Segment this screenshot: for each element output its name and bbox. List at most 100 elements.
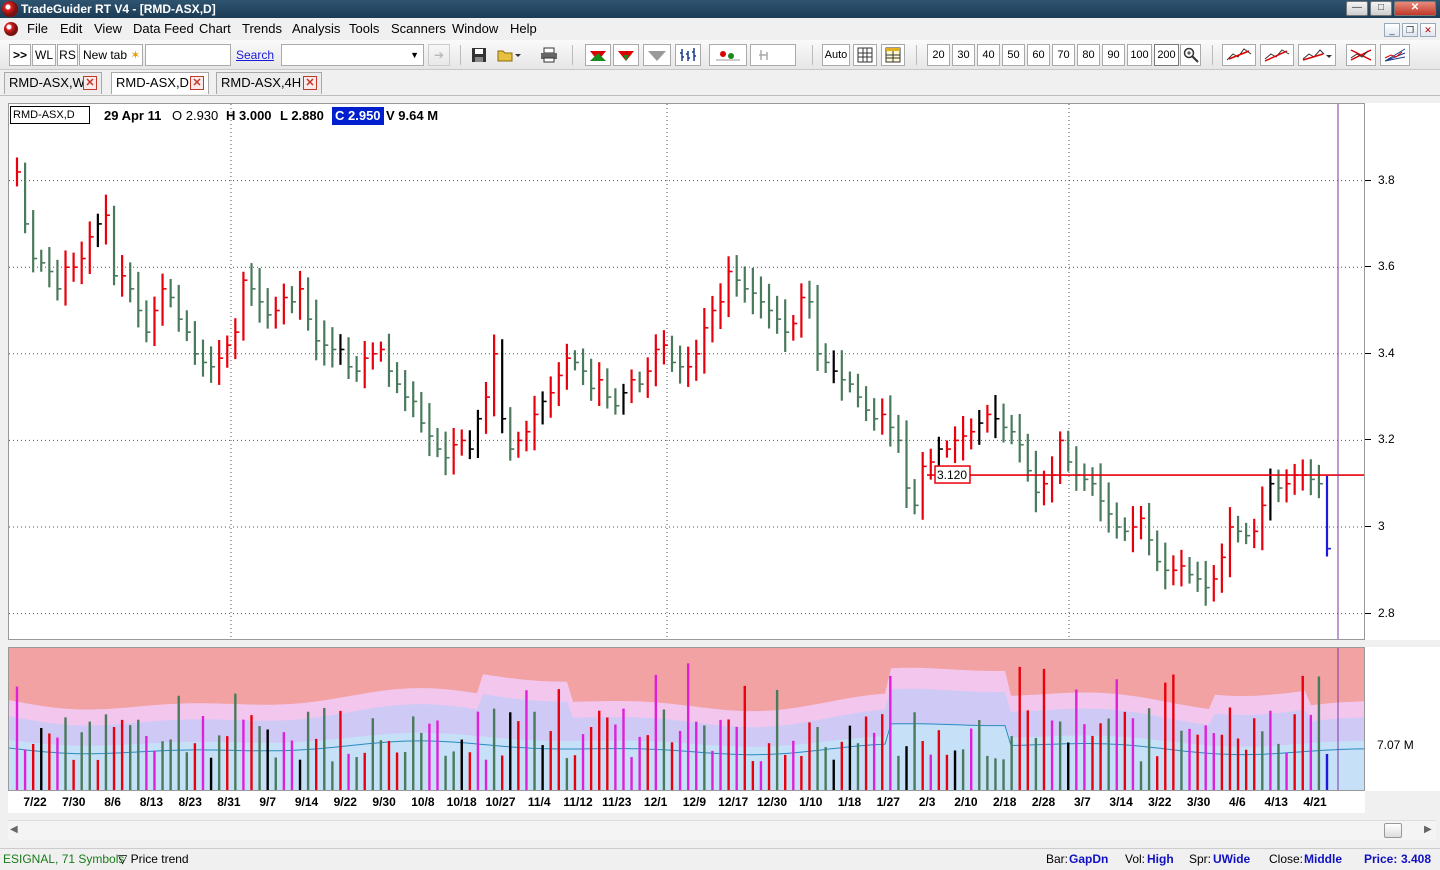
bars-200-button[interactable]: 200: [1154, 44, 1179, 66]
horizontal-scrollbar[interactable]: ◀ ▶: [8, 820, 1436, 840]
child-minimize-button[interactable]: _: [1384, 23, 1400, 37]
new-tab-button[interactable]: New tab ✶: [79, 44, 143, 66]
rs-button[interactable]: RS: [57, 44, 78, 66]
fan-lines-icon[interactable]: [1380, 44, 1410, 66]
minimize-button[interactable]: —: [1346, 1, 1368, 16]
price-bar: [864, 386, 871, 422]
price-bar: [1196, 561, 1202, 592]
price-chart-svg[interactable]: 3.120: [9, 104, 1365, 640]
price-bar: [1204, 560, 1210, 606]
menu-trends[interactable]: Trends: [242, 21, 282, 36]
tab-rmd-asx-w[interactable]: RMD-ASX,W ✕: [4, 72, 102, 94]
menu-edit[interactable]: Edit: [60, 21, 83, 36]
bar-open: O 2.930: [172, 108, 219, 123]
close-icon[interactable]: ✕: [303, 76, 317, 90]
menu-tools[interactable]: Tools: [349, 21, 380, 36]
open-folder-icon[interactable]: [495, 44, 523, 66]
table-icon[interactable]: [881, 44, 905, 66]
price-bar: [573, 350, 579, 371]
bar-type-neutral-icon[interactable]: [643, 44, 671, 66]
zoom-icon[interactable]: [1180, 44, 1201, 66]
price-tick-label: 3.2: [1378, 432, 1395, 446]
price-bar: [824, 343, 830, 373]
forward-button[interactable]: >>: [9, 44, 31, 66]
date-tick-label: 8/6: [104, 795, 121, 809]
signals-icon[interactable]: [709, 44, 747, 66]
menu-scanners[interactable]: Scanners: [391, 21, 446, 36]
price-bar: [1220, 543, 1226, 593]
close-icon[interactable]: ✕: [83, 76, 97, 90]
trend-up-icon[interactable]: [1222, 44, 1256, 66]
price-bar: [1245, 522, 1251, 545]
price-bar: [315, 299, 321, 361]
menu-window[interactable]: Window: [452, 21, 499, 36]
menu-help[interactable]: Help: [510, 21, 537, 36]
date-tick-label: 4/13: [1264, 795, 1288, 809]
symbol-input[interactable]: [145, 44, 231, 66]
menu-file[interactable]: File: [27, 21, 48, 36]
menu-chart[interactable]: Chart: [199, 21, 231, 36]
price-tick-label: 2.8: [1378, 606, 1395, 620]
trend-menu-icon[interactable]: [1298, 44, 1336, 66]
bars-90-button[interactable]: 90: [1102, 44, 1125, 66]
volume-chart-svg[interactable]: [9, 648, 1365, 791]
tab-rmd-asx-d[interactable]: RMD-ASX,D ✕: [111, 72, 209, 94]
bar-high: H 3.000: [226, 108, 272, 123]
ohlc-bars-icon[interactable]: [675, 44, 701, 66]
bar-type-down-icon[interactable]: [613, 44, 639, 66]
price-bar: [767, 283, 774, 329]
save-icon[interactable]: [468, 44, 490, 66]
price-bar: [913, 479, 919, 515]
close-icon[interactable]: ✕: [190, 76, 204, 90]
bars-100-button[interactable]: 100: [1127, 44, 1152, 66]
price-bar: [856, 373, 862, 408]
tab-label: RMD-ASX,W: [9, 75, 85, 90]
child-restore-button[interactable]: ❐: [1402, 23, 1418, 37]
bars-80-button[interactable]: 80: [1077, 44, 1100, 66]
bars-30-button[interactable]: 30: [952, 44, 975, 66]
bar-date: 29 Apr 11: [104, 108, 162, 123]
document-menu-icon[interactable]: [4, 22, 18, 36]
go-arrow-button[interactable]: ➔: [428, 44, 450, 66]
volume-pane[interactable]: [8, 647, 1365, 791]
price-bar: [420, 391, 426, 433]
symbol-dropdown[interactable]: ▼: [281, 44, 424, 66]
search-link[interactable]: Search: [236, 48, 275, 62]
close-window-button[interactable]: ✕: [1394, 1, 1436, 16]
menu-view[interactable]: View: [94, 21, 122, 36]
scroll-right-icon[interactable]: ▶: [1424, 824, 1432, 835]
price-bar: [695, 339, 701, 381]
bars-20-button[interactable]: 20: [927, 44, 950, 66]
auto-scale-button[interactable]: Auto: [822, 44, 850, 66]
bars-40-button[interactable]: 40: [977, 44, 1000, 66]
bars-60-button[interactable]: 60: [1027, 44, 1050, 66]
price-axis[interactable]: 3.8 3.6 3.4 3.2 3 2.8: [1365, 103, 1440, 640]
price-chart-pane[interactable]: 3.120: [8, 103, 1365, 640]
maximize-button[interactable]: □: [1370, 1, 1392, 16]
menu-data-feed[interactable]: Data Feed: [133, 21, 194, 36]
symbol-label[interactable]: RMD-ASX,D: [10, 106, 90, 124]
price-bar: [371, 342, 377, 370]
grid-icon[interactable]: [853, 44, 877, 66]
menu-analysis[interactable]: Analysis: [292, 21, 341, 36]
price-bar: [1099, 463, 1105, 522]
price-bar: [112, 205, 119, 286]
chart-tabs: RMD-ASX,W ✕ RMD-ASX,D ✕ RMD-ASX,4H ✕: [0, 70, 1440, 96]
bars-50-button[interactable]: 50: [1002, 44, 1025, 66]
new-tab-star-icon: ✶: [130, 48, 141, 62]
price-trend-dropdown[interactable]: ▽ Price trend: [118, 852, 189, 866]
print-icon[interactable]: [537, 44, 561, 66]
bars-70-button[interactable]: 70: [1052, 44, 1075, 66]
trend-channel-icon[interactable]: [1260, 44, 1294, 66]
scroll-left-icon[interactable]: ◀: [10, 824, 18, 835]
tab-rmd-asx-4h[interactable]: RMD-ASX,4H ✕: [216, 72, 322, 94]
price-bar: [484, 381, 491, 434]
scroll-thumb[interactable]: [1384, 823, 1402, 838]
bar-type-up-icon[interactable]: [585, 44, 611, 66]
child-close-button[interactable]: ✕: [1420, 23, 1436, 37]
cross-lines-icon[interactable]: [1346, 44, 1376, 66]
indicators-icon[interactable]: [750, 44, 796, 66]
price-bar: [298, 270, 305, 320]
watchlist-button[interactable]: WL: [32, 44, 56, 66]
date-tick-label: 1/18: [837, 795, 862, 809]
